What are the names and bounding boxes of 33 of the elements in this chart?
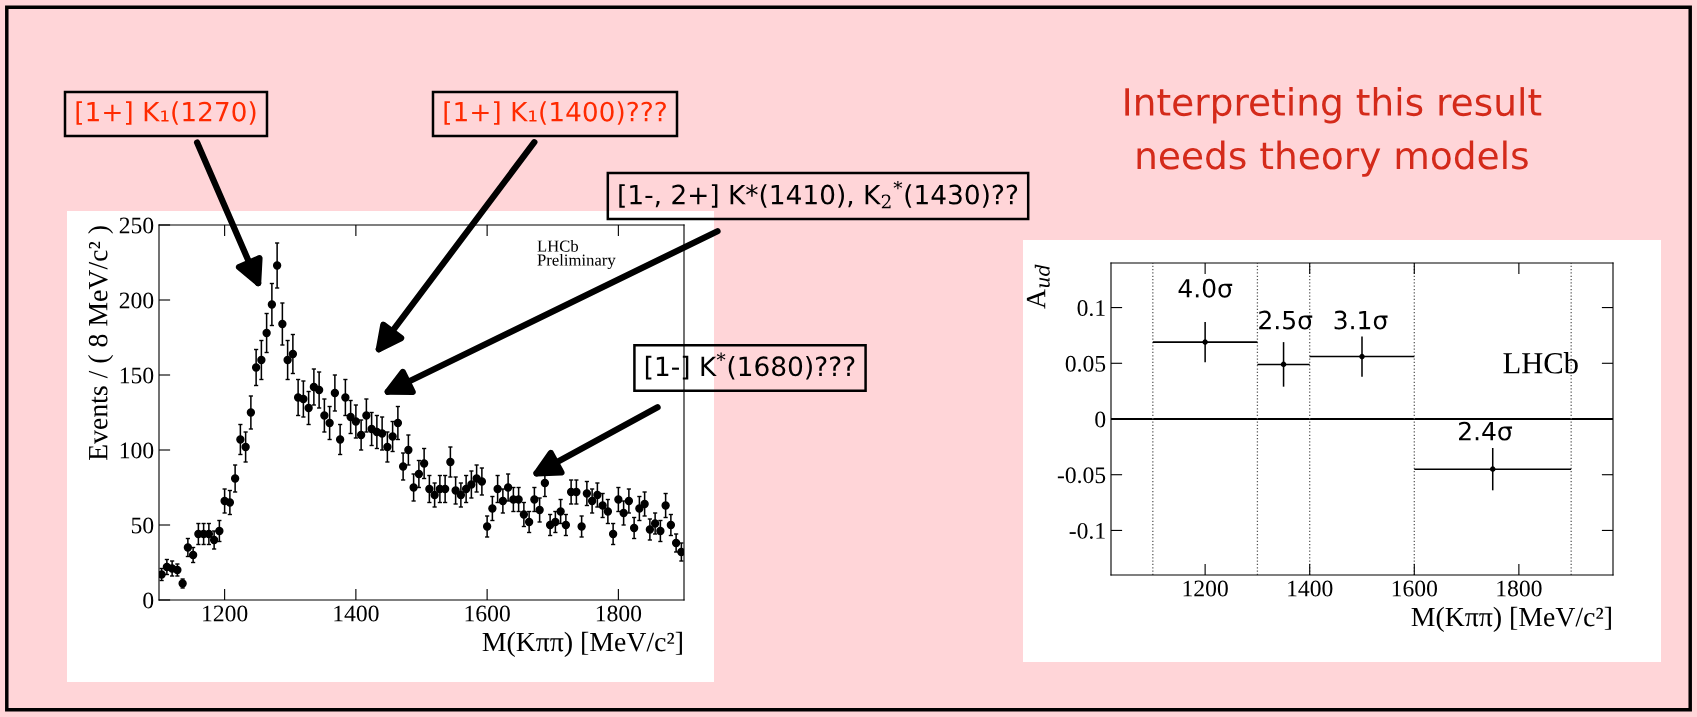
y-tick-label: 0.1 [1077, 300, 1105, 317]
annotation: 2.4σ [1459, 421, 1513, 441]
x-tick-label: 1400 [334, 605, 379, 622]
chart-title: Interpreting this result needs theory models [1125, 87, 1542, 177]
x-tick-label: 1600 [465, 605, 510, 622]
annotation: 4.0σ [1178, 278, 1233, 298]
y-axis-title: Events / ( 8 MeV/c² ) [87, 226, 114, 461]
annotation: LHCb [1503, 352, 1578, 374]
x-tick-label: 1600 [1392, 580, 1437, 597]
text: [1-, 2+] K*(1410), K$_{2}$$^{*}$(1430)?? [619, 180, 1018, 209]
y-tick-label: 100 [120, 442, 154, 459]
y-tick-label: -0.05 [1057, 467, 1106, 484]
x-axis-title: M(Kππ) [MeV/c²] [482, 631, 682, 658]
y-tick-label: 0.05 [1065, 355, 1106, 372]
x-axis-title: M(Kππ) [MeV/c²] [1411, 606, 1611, 633]
y-tick-label: 150 [120, 367, 154, 384]
x-tick-label: 1200 [1183, 580, 1228, 597]
y-tick-label: 200 [119, 292, 154, 309]
text: [1+] K₁(1270) [76, 101, 256, 125]
y-tick-label: -0.1 [1069, 522, 1105, 539]
text: [1+] K₁(1400)??? [444, 101, 666, 125]
x-tick-label: 1800 [1497, 580, 1542, 597]
y-tick-label: 0 [1095, 411, 1106, 428]
x-tick-label: 1200 [203, 605, 248, 622]
y-axis-title: A$_{ud}$ [1026, 264, 1050, 309]
x-tick-label: 1400 [1288, 580, 1333, 597]
y-tick-label: 250 [119, 217, 154, 234]
annotation: 3.1σ [1334, 310, 1388, 330]
annotation: LHCb Preliminary [537, 240, 616, 270]
x-tick-label: 1800 [596, 605, 642, 622]
y-tick-label: 50 [131, 517, 154, 534]
y-tick-label: 0 [143, 592, 154, 609]
annotation: 2.5σ [1259, 310, 1313, 330]
